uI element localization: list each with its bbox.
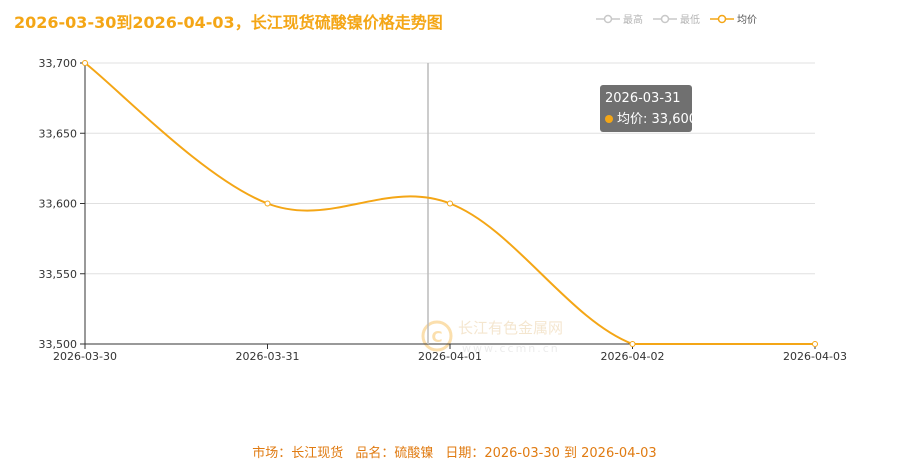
watermark-url: www.ccmn.cn [462, 342, 560, 355]
legend-high-icon [596, 14, 620, 23]
data-point[interactable] [447, 200, 453, 207]
x-tick-label: 2026-04-03 [783, 350, 847, 363]
legend-avg-icon [710, 14, 734, 23]
legend-label-high: 最高 [623, 15, 643, 26]
tooltip-colon: : [643, 112, 652, 127]
watermark-logo-icon: C [431, 328, 442, 346]
data-point[interactable] [812, 341, 818, 347]
tooltip-series-dot [605, 115, 613, 123]
chart-title: 2026-03-30到2026-04-03，长江现货硫酸镍价格走势图 [14, 13, 443, 32]
tooltip-box [600, 85, 692, 132]
legend: 最高 最低 均价 [596, 11, 757, 26]
watermark-cn: 长江有色金属网 [458, 319, 563, 337]
x-tick-label: 2026-04-02 [601, 350, 665, 363]
footer-market: 市场：长江现货 [252, 446, 344, 461]
watermark: C 长江有色金属网 www.ccmn.cn [421, 319, 563, 355]
x-tick-label: 2026-03-30 [53, 350, 117, 363]
legend-item-avg[interactable]: 均价 [710, 11, 757, 26]
y-tick-label: 33,650 [39, 127, 78, 140]
data-point[interactable] [82, 60, 88, 66]
footer-date-range: 日期：2026-03-30 到 2026-04-03 [445, 446, 657, 461]
tooltip: 2026-03-31 均价: 33,600 [600, 85, 697, 132]
tooltip-date: 2026-03-31 [605, 91, 681, 106]
y-tick-label: 33,500 [39, 338, 78, 351]
tooltip-series-label: 均价: 33,600 [617, 112, 697, 127]
line-chart[interactable]: C 长江有色金属网 www.ccmn.cn 33,500 33,550 33,600… [0, 30, 909, 430]
x-tick-label: 2026-04-01 [418, 350, 482, 363]
y-tick-label: 33,600 [39, 198, 78, 211]
legend-item-high[interactable]: 最高 [596, 11, 643, 26]
y-tick-label: 33,700 [39, 57, 78, 70]
legend-low-icon [653, 14, 677, 23]
x-tick-label: 2026-03-31 [236, 350, 300, 363]
legend-label-low: 最低 [680, 15, 700, 26]
legend-item-low[interactable]: 最低 [653, 11, 700, 26]
data-point[interactable] [629, 341, 636, 347]
legend-label-avg: 均价 [737, 15, 757, 26]
tooltip-series-name: 均价 [617, 112, 643, 127]
data-point[interactable] [264, 200, 271, 207]
footer-product: 品名：硫酸镍 [355, 446, 434, 461]
axes: 33,500 33,550 33,600 33,650 33,700 2026-03-30… [39, 57, 847, 363]
series-avg [82, 60, 818, 347]
tooltip-value: 33,600 [652, 112, 698, 127]
footer-info: 市场：长江现货 品名：硫酸镍 日期：2026-03-30 到 2026-04-03 [0, 442, 909, 461]
y-tick-label: 33,550 [39, 268, 78, 281]
